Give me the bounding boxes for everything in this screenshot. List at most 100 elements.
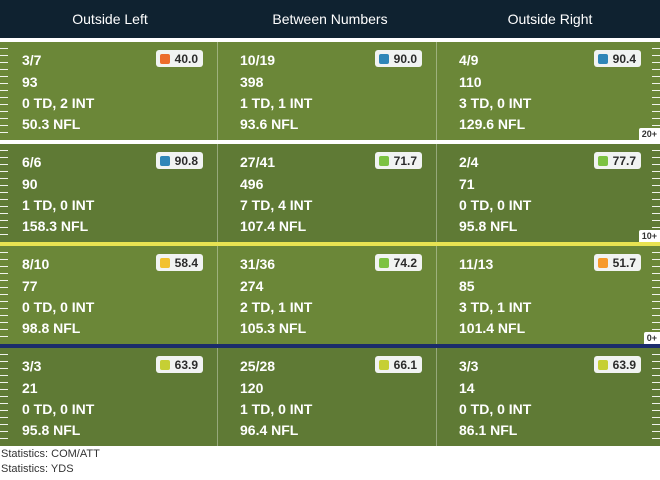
yard-line-divider: [0, 344, 660, 348]
nfl-rating-value: 95.8 NFL: [459, 218, 518, 234]
yards-value: 77: [22, 278, 38, 294]
hash-marks-right: [652, 48, 660, 134]
grade-color-swatch: [159, 257, 170, 268]
zone-cell[interactable]: 2/4 71 0 TD, 0 INT 95.8 NFL 77.7: [437, 144, 660, 242]
hash-marks-left: [0, 48, 8, 134]
grade-value: 63.9: [174, 357, 198, 372]
touchdowns-interceptions-value: 1 TD, 0 INT: [22, 197, 95, 213]
yards-value: 21: [22, 380, 38, 396]
hash-marks-left: [0, 150, 8, 236]
touchdowns-interceptions-value: 0 TD, 0 INT: [22, 299, 95, 315]
completions-attempts-value: 27/41: [240, 154, 276, 170]
zone-cell[interactable]: 3/7 93 0 TD, 2 INT 50.3 NFL 40.0: [0, 42, 217, 140]
zone-cell[interactable]: 31/36 274 2 TD, 1 INT 105.3 NFL 74.2: [217, 246, 437, 344]
hash-marks-right: [652, 150, 660, 236]
grade-value: 40.0: [174, 51, 198, 66]
yards-value: 496: [240, 176, 264, 192]
grade-badge: 71.7: [374, 152, 422, 169]
grade-badge: 58.4: [155, 254, 203, 271]
depth-zone-row: 8/10 77 0 TD, 0 INT 98.8 NFL 58.4 31/36 274 2 T…: [0, 246, 660, 344]
yard-depth-marker: 20+: [638, 128, 660, 140]
statistics-legend-line: Statistics: COM/ATT: [1, 448, 100, 460]
passing-zone-field: 3/7 93 0 TD, 2 INT 50.3 NFL 40.0 10/19 398 1 TD…: [0, 38, 660, 446]
yard-depth-marker: 10+: [638, 230, 660, 242]
zone-cell[interactable]: 10/19 398 1 TD, 1 INT 93.6 NFL 90.0: [217, 42, 437, 140]
yard-line-divider: [0, 38, 660, 42]
zone-cell[interactable]: 4/9 110 3 TD, 0 INT 129.6 NFL 90.4: [437, 42, 660, 140]
grade-color-swatch: [597, 257, 608, 268]
grade-badge: 51.7: [593, 254, 641, 271]
nfl-rating-value: 158.3 NFL: [22, 218, 89, 234]
column-header-between-numbers: Between Numbers: [272, 11, 388, 27]
yards-value: 14: [459, 380, 475, 396]
grade-color-swatch: [597, 155, 608, 166]
zone-cell[interactable]: 6/6 90 1 TD, 0 INT 158.3 NFL 90.8: [0, 144, 217, 242]
completions-attempts-value: 3/3: [22, 358, 42, 374]
yards-value: 274: [240, 278, 264, 294]
yards-value: 71: [459, 176, 475, 192]
touchdowns-interceptions-value: 3 TD, 0 INT: [459, 95, 532, 111]
nfl-rating-value: 96.4 NFL: [240, 422, 299, 438]
yards-value: 85: [459, 278, 475, 294]
nfl-rating-value: 50.3 NFL: [22, 116, 81, 132]
completions-attempts-value: 6/6: [22, 154, 42, 170]
zone-cell[interactable]: 25/28 120 1 TD, 0 INT 96.4 NFL 66.1: [217, 348, 437, 446]
grade-color-swatch: [378, 53, 389, 64]
touchdowns-interceptions-value: 0 TD, 0 INT: [459, 197, 532, 213]
hash-marks-left: [0, 252, 8, 338]
zone-cell[interactable]: 8/10 77 0 TD, 0 INT 98.8 NFL 58.4: [0, 246, 217, 344]
completions-attempts-value: 3/7: [22, 52, 42, 68]
zone-cell[interactable]: 27/41 496 7 TD, 4 INT 107.4 NFL 71.7: [217, 144, 437, 242]
yard-depth-marker: 0+: [643, 332, 660, 344]
statistics-legend: Statistics: COM/ATT Statistics: YDS: [0, 447, 660, 480]
grade-color-swatch: [378, 155, 389, 166]
nfl-rating-value: 93.6 NFL: [240, 116, 299, 132]
touchdowns-interceptions-value: 2 TD, 1 INT: [240, 299, 313, 315]
yard-line-divider: [0, 242, 660, 246]
grade-badge: 63.9: [155, 356, 203, 373]
column-header-outside-right: Outside Right: [507, 11, 593, 27]
grade-value: 66.1: [393, 357, 417, 372]
nfl-rating-value: 107.4 NFL: [240, 218, 307, 234]
grade-value: 51.7: [612, 255, 636, 270]
grade-color-swatch: [378, 257, 389, 268]
grade-color-swatch: [597, 53, 608, 64]
yards-value: 120: [240, 380, 264, 396]
yard-line-divider: [0, 140, 660, 144]
completions-attempts-value: 25/28: [240, 358, 276, 374]
touchdowns-interceptions-value: 1 TD, 0 INT: [240, 401, 313, 417]
yards-value: 398: [240, 74, 264, 90]
completions-attempts-value: 8/10: [22, 256, 50, 272]
grade-value: 63.9: [612, 357, 636, 372]
hash-marks-left: [0, 354, 8, 440]
grade-badge: 40.0: [155, 50, 203, 67]
grade-badge: 66.1: [374, 356, 422, 373]
touchdowns-interceptions-value: 3 TD, 1 INT: [459, 299, 532, 315]
grade-badge: 90.0: [374, 50, 422, 67]
grade-badge: 63.9: [593, 356, 641, 373]
touchdowns-interceptions-value: 1 TD, 1 INT: [240, 95, 313, 111]
completions-attempts-value: 4/9: [459, 52, 479, 68]
completions-attempts-value: 31/36: [240, 256, 276, 272]
zone-cell[interactable]: 11/13 85 3 TD, 1 INT 101.4 NFL 51.7: [437, 246, 660, 344]
grade-badge: 77.7: [593, 152, 641, 169]
depth-zone-row: 6/6 90 1 TD, 0 INT 158.3 NFL 90.8 27/41 496 7 T…: [0, 144, 660, 242]
touchdowns-interceptions-value: 0 TD, 2 INT: [22, 95, 95, 111]
grade-badge: 90.4: [593, 50, 641, 67]
grade-color-swatch: [597, 359, 608, 370]
column-header-outside-left: Outside Left: [72, 11, 148, 27]
grade-value: 58.4: [174, 255, 198, 270]
grade-value: 90.4: [612, 51, 636, 66]
grade-color-swatch: [159, 359, 170, 370]
zone-cell[interactable]: 3/3 21 0 TD, 0 INT 95.8 NFL 63.9: [0, 348, 217, 446]
nfl-rating-value: 105.3 NFL: [240, 320, 307, 336]
grade-badge: 74.2: [374, 254, 422, 271]
nfl-rating-value: 129.6 NFL: [459, 116, 526, 132]
hash-marks-right: [652, 354, 660, 440]
yards-value: 110: [459, 74, 482, 90]
depth-zone-row: 3/3 21 0 TD, 0 INT 95.8 NFL 63.9 25/28 120 1 TD…: [0, 348, 660, 446]
grade-color-swatch: [159, 53, 170, 64]
touchdowns-interceptions-value: 0 TD, 0 INT: [22, 401, 95, 417]
column-header-bar: Outside Left Between Numbers Outside Rig…: [0, 0, 660, 38]
zone-cell[interactable]: 3/3 14 0 TD, 0 INT 86.1 NFL 63.9: [437, 348, 660, 446]
